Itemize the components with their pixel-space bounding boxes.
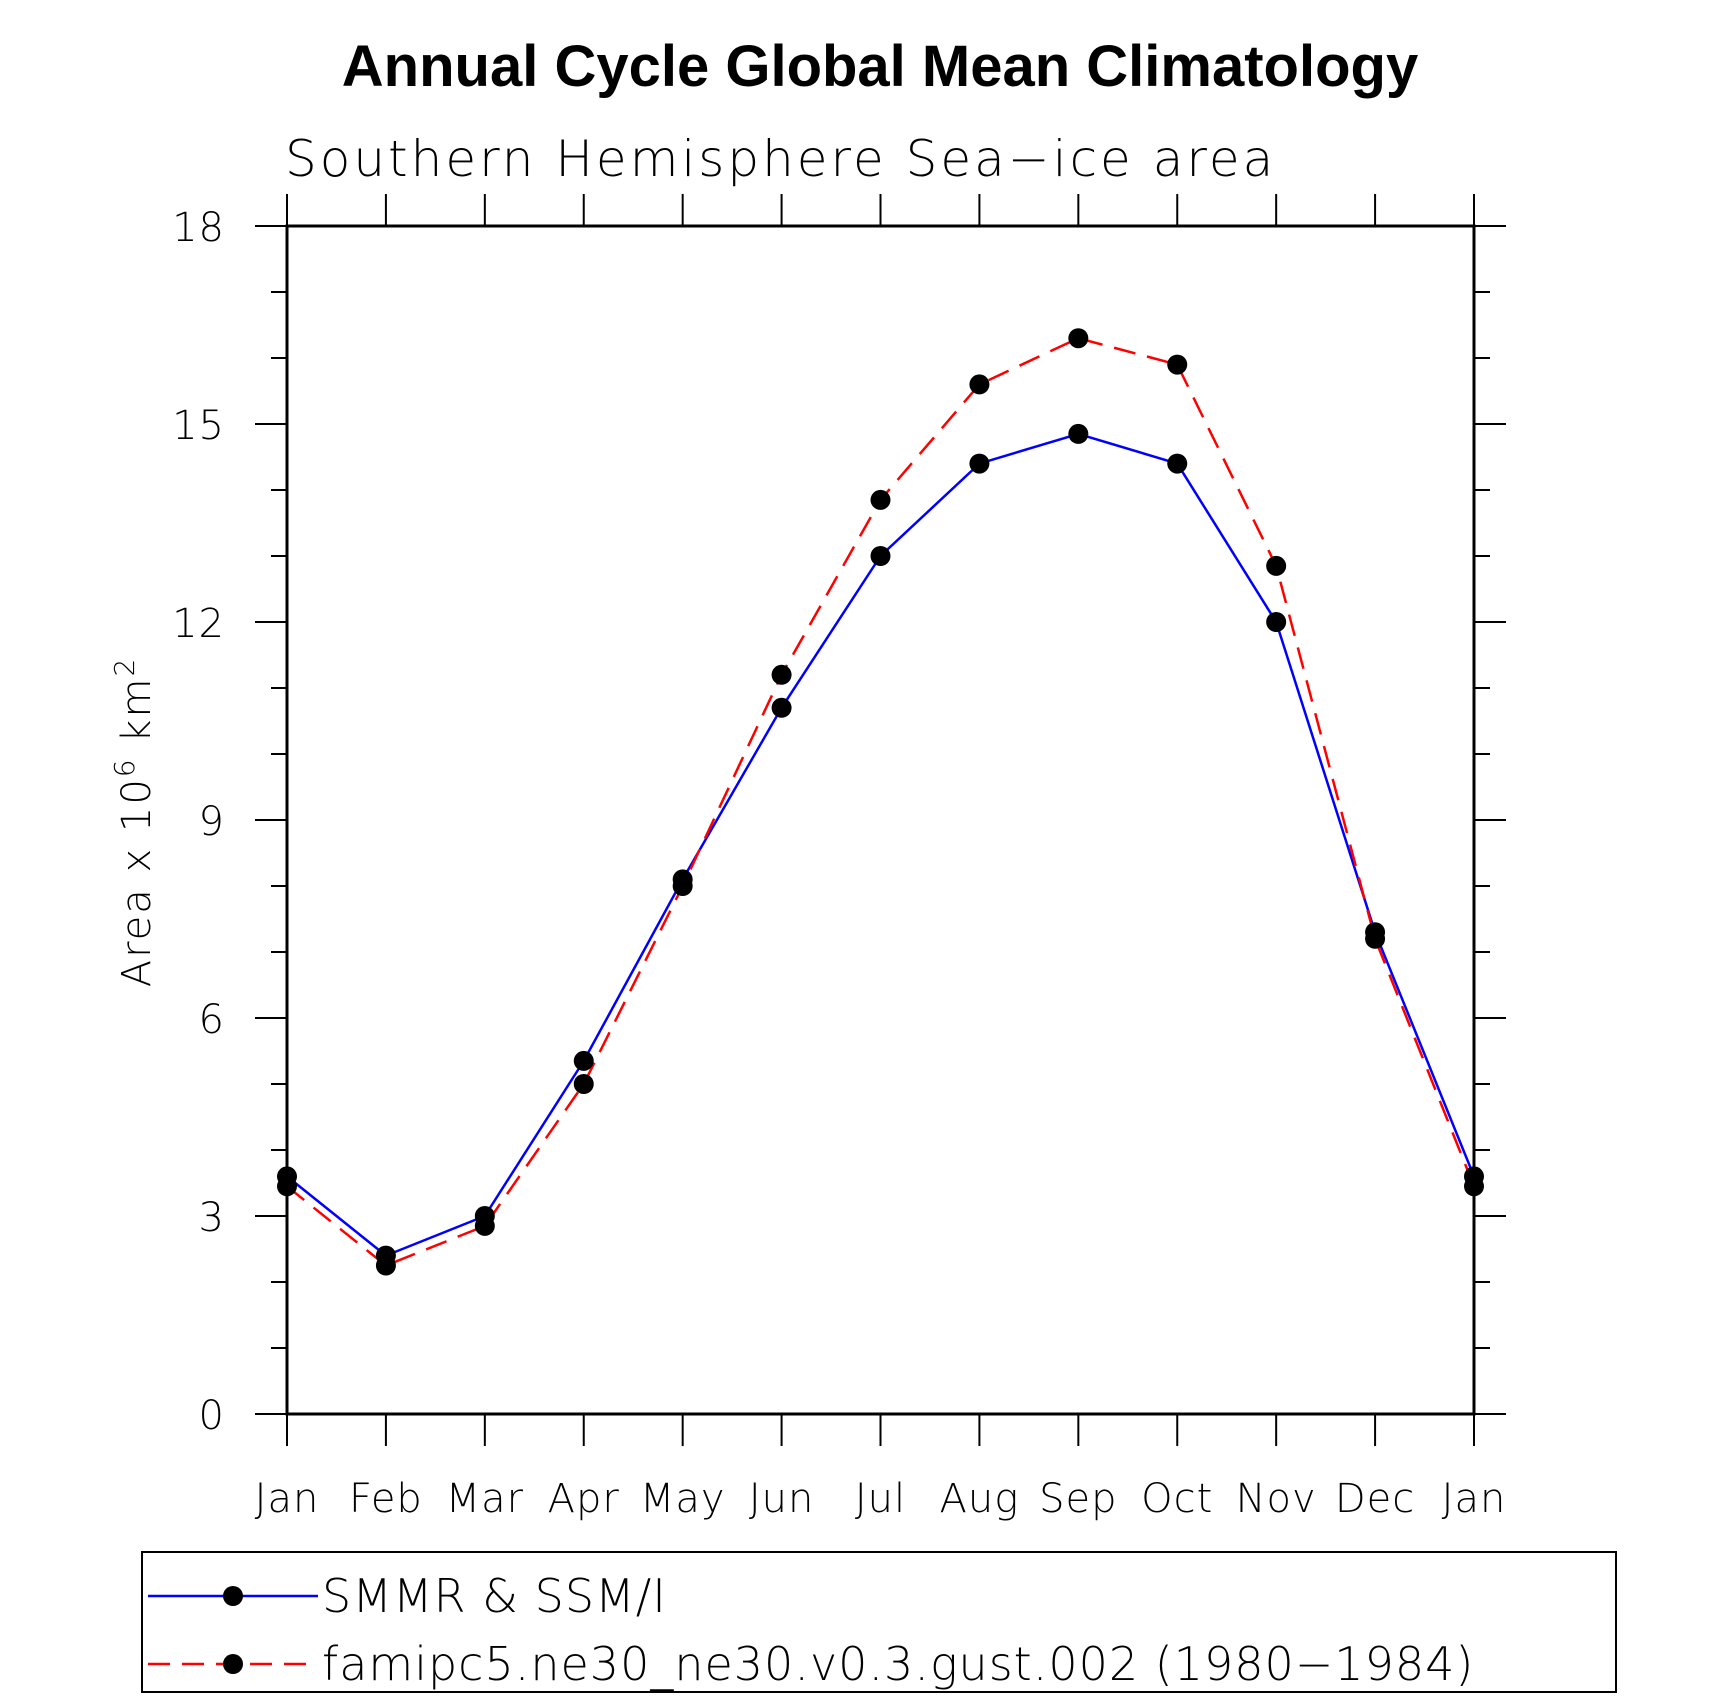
x-tick-label: Dec: [1335, 1476, 1415, 1522]
data-point-series-1: [969, 374, 990, 395]
legend-label-smmr: SMMR & SSM/I: [322, 1569, 667, 1623]
data-point-series-0: [1068, 423, 1089, 444]
x-tick-label: Aug: [940, 1476, 1020, 1522]
data-point-series-1: [573, 1074, 594, 1094]
data-point-series-0: [1266, 612, 1287, 632]
legend-marker-smmr: [223, 1586, 243, 1606]
series-line-1: [286, 336, 1476, 1267]
y-tick-label: 0: [199, 1393, 225, 1439]
x-tick-label: Nov: [1236, 1476, 1317, 1522]
legend: SMMR & SSM/I famipc5.ne30_ne30.v0.3.gust…: [141, 1551, 1617, 1693]
data-point-series-1: [771, 664, 792, 685]
data-point-series-0: [1167, 453, 1188, 474]
x-tick-label: Sep: [1039, 1476, 1117, 1522]
y-tick-label: 3: [199, 1195, 225, 1241]
x-tick-label: Apr: [548, 1476, 620, 1522]
chart-title: Annual Cycle Global Mean Climatology: [342, 34, 1418, 99]
data-point-series-0: [573, 1050, 594, 1071]
legend-marker-famipc5: [223, 1654, 243, 1674]
y-axis: 0 3 6 9 12 15 18: [172, 205, 1506, 1439]
data-point-series-1: [1167, 354, 1188, 375]
data-point-series-0: [969, 453, 990, 474]
x-tick-label: Feb: [349, 1476, 423, 1522]
x-tick-label: May: [640, 1476, 726, 1522]
x-tick-label: Jan: [1442, 1476, 1507, 1522]
plot-border: [285, 224, 1476, 1416]
x-tick-label: Jul: [855, 1476, 906, 1522]
y-tick-label: 6: [199, 997, 225, 1043]
data-point-series-1: [672, 876, 693, 896]
x-axis: Jan Feb Mar Apr May Jun Jul Aug Sep Oct Nov Dec Jan: [255, 194, 1507, 1522]
data-point-series-0: [771, 697, 792, 718]
y-axis-label: Area x 106 km2: [108, 657, 160, 988]
data-point-series-0: [870, 546, 891, 566]
series-layer: [277, 328, 1484, 1276]
y-tick-label: 9: [199, 799, 225, 845]
y-tick-label: 15: [172, 403, 225, 449]
x-tick-label: Jun: [749, 1476, 815, 1522]
data-point-series-1: [1365, 928, 1386, 949]
data-point-series-1: [474, 1215, 495, 1236]
legend-box: [141, 1551, 1617, 1693]
plot-frame: [285, 224, 1476, 1416]
data-point-series-1: [870, 489, 891, 510]
chart-subtitle: Southern Hemisphere Sea−ice area: [285, 130, 1276, 188]
y-tick-label: 18: [172, 205, 225, 251]
x-tick-label: Jan: [255, 1476, 320, 1522]
data-point-series-1: [1464, 1176, 1484, 1197]
data-point-series-1: [375, 1255, 396, 1276]
legend-label-famipc5: famipc5.ne30_ne30.v0.3.gust.002 (1980−19…: [322, 1637, 1474, 1691]
data-point-series-1: [1068, 328, 1089, 349]
data-point-series-1: [1266, 555, 1287, 576]
x-tick-label: Mar: [446, 1476, 524, 1522]
y-tick-label: 12: [172, 601, 225, 647]
x-tick-label: Oct: [1141, 1476, 1213, 1522]
data-point-series-1: [277, 1176, 297, 1197]
